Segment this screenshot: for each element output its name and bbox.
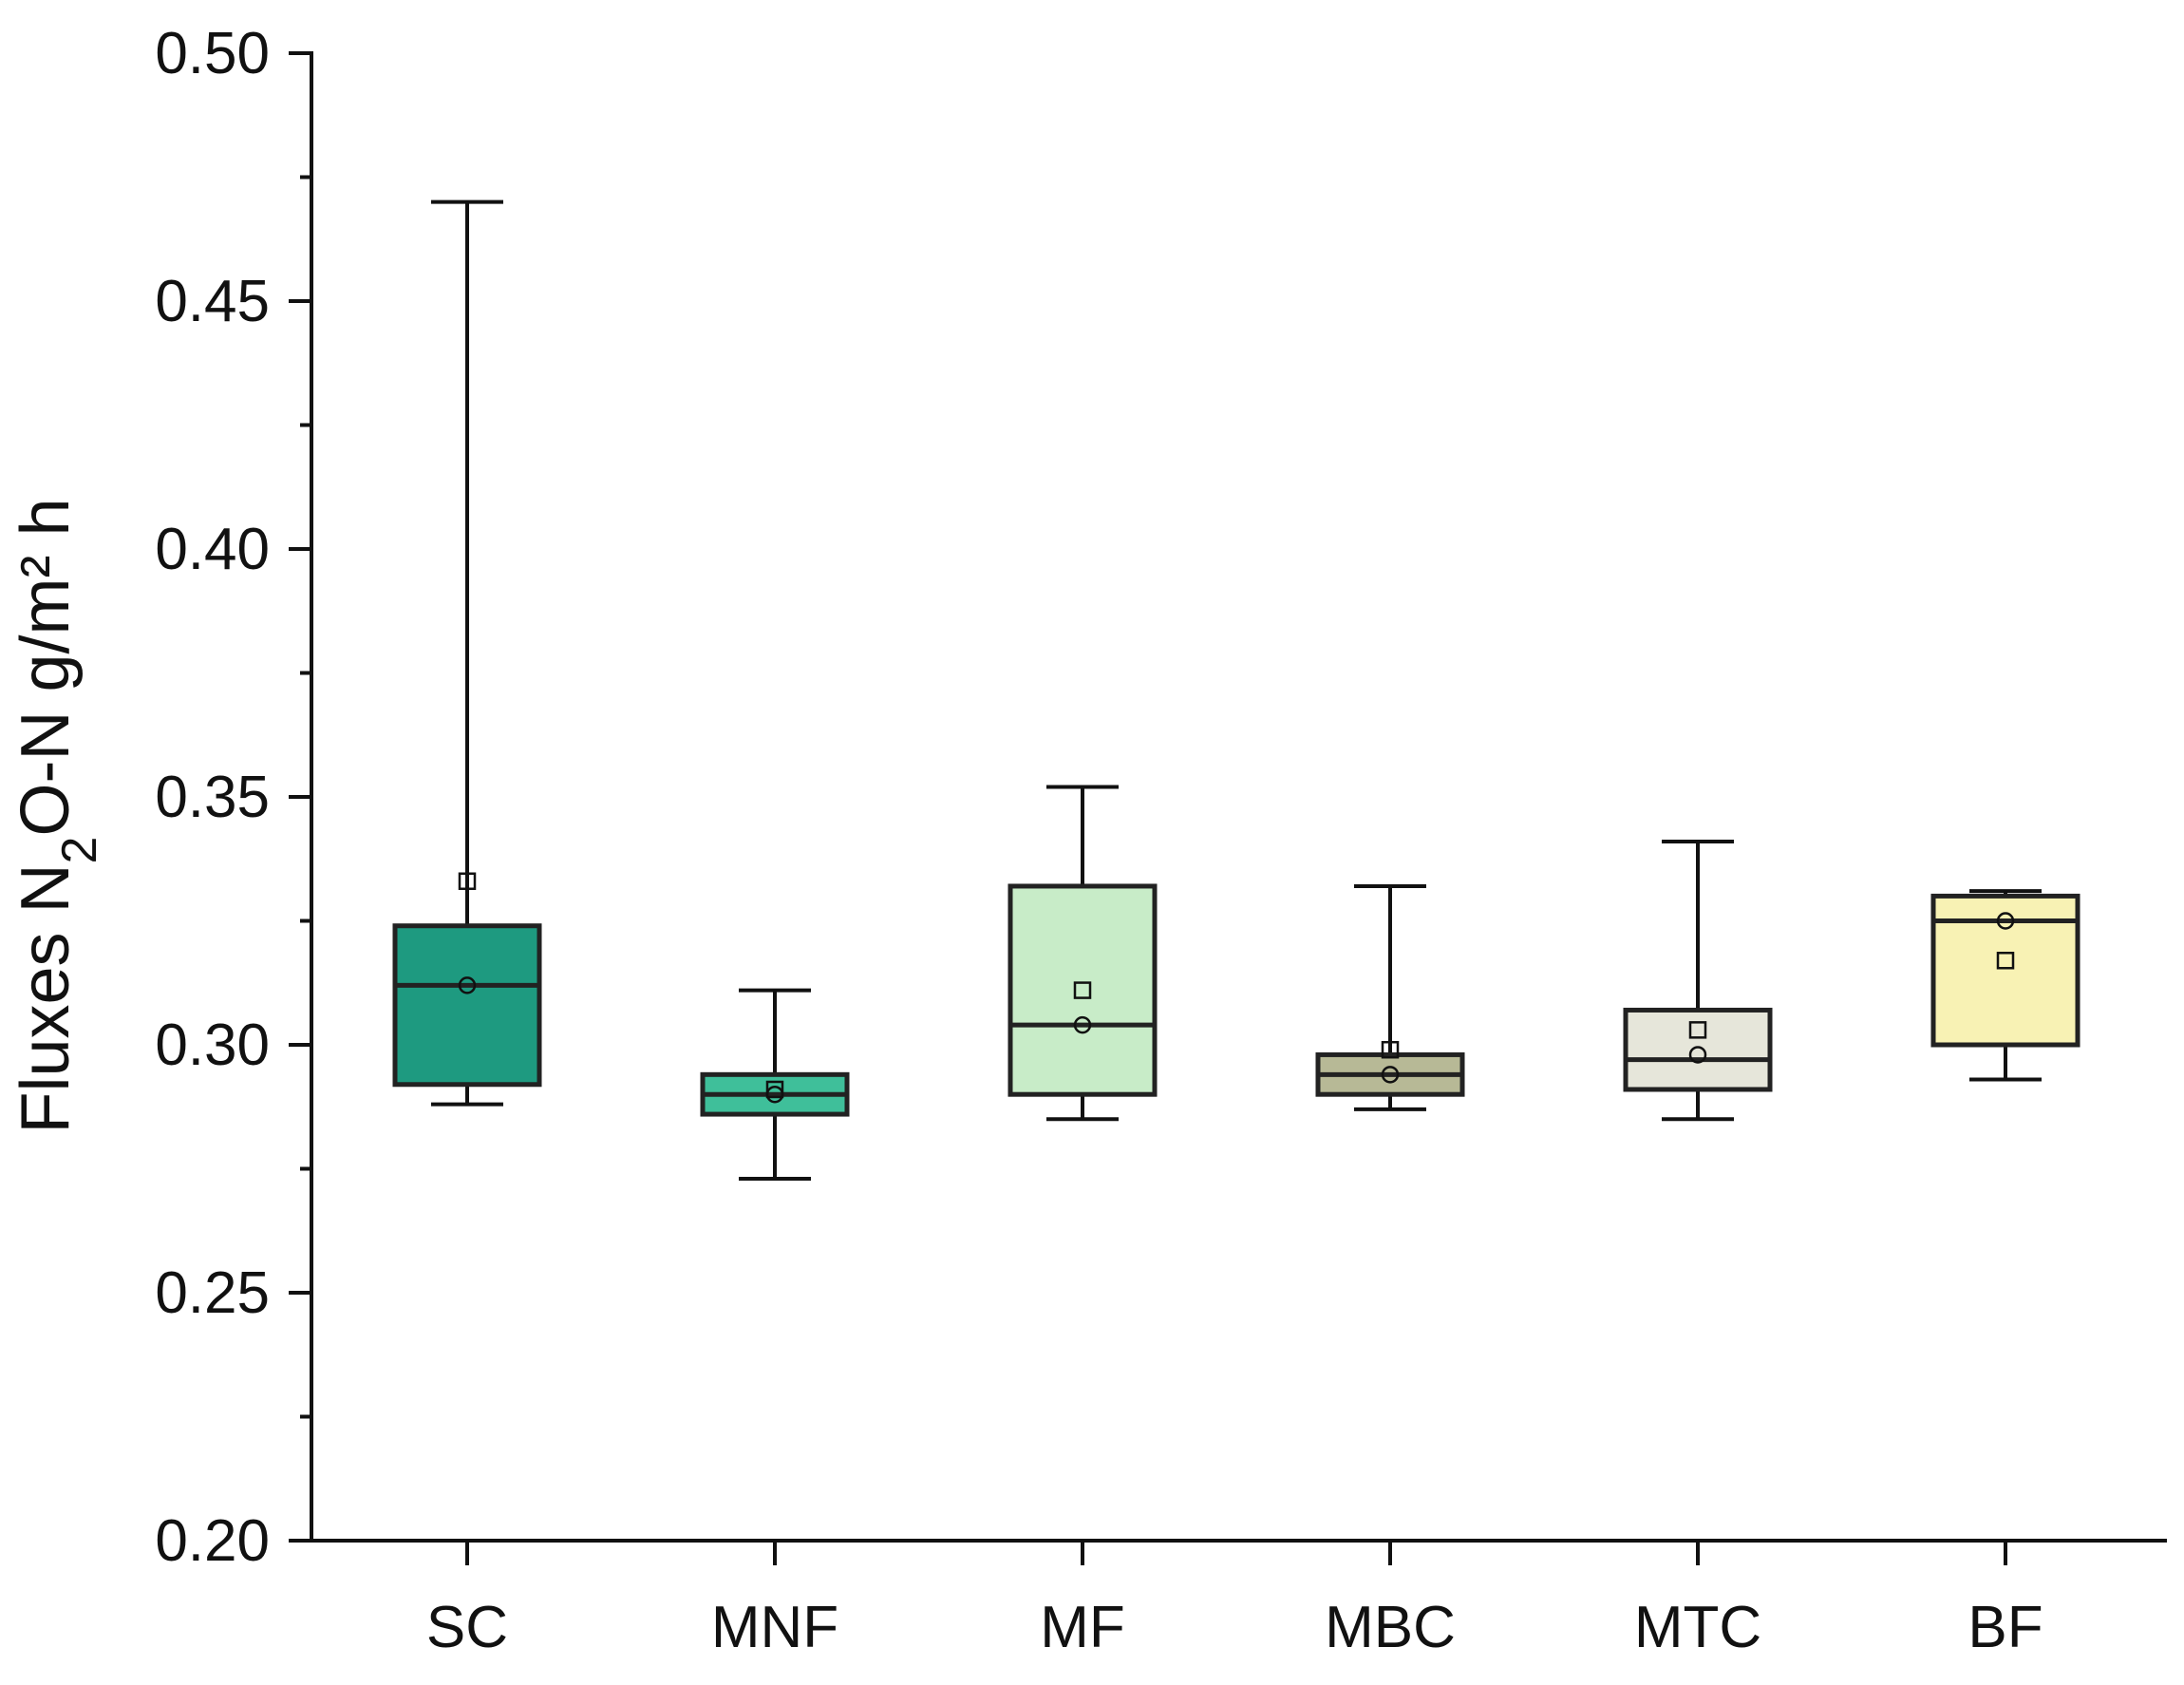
circle-marker — [458, 976, 477, 994]
square-marker — [1073, 981, 1092, 999]
circle-marker — [1073, 1015, 1092, 1034]
x-tick-label: MNF — [711, 1595, 838, 1660]
x-axis-ticks: SC MNF MF MBC MTC BF — [426, 1541, 2043, 1660]
circle-marker — [1381, 1066, 1400, 1084]
square-marker — [1381, 1040, 1400, 1059]
y-tick-label: 0.20 — [155, 1508, 270, 1574]
circle-marker — [765, 1085, 784, 1104]
box-plot-series — [392, 199, 2080, 1181]
y-tick-label: 0.30 — [155, 1013, 270, 1078]
y-axis-title-subscript: 2 — [52, 837, 107, 864]
square-marker — [1996, 952, 2015, 970]
x-tick-label: MBC — [1325, 1595, 1456, 1660]
box-group-mf — [1007, 785, 1158, 1122]
circle-marker — [1996, 912, 2015, 930]
box-iqr — [1007, 883, 1158, 1097]
y-tick-label: 0.25 — [155, 1260, 270, 1326]
box-iqr — [392, 923, 542, 1088]
y-tick-label: 0.35 — [155, 765, 270, 830]
box-iqr — [1930, 893, 2080, 1048]
y-tick-label: 0.40 — [155, 517, 270, 582]
box-group-mtc — [1623, 839, 1773, 1122]
x-tick-label: SC — [426, 1595, 508, 1660]
box-group-mnf — [700, 988, 850, 1181]
y-tick-label: 0.50 — [155, 21, 270, 86]
circle-marker — [1688, 1046, 1707, 1064]
y-axis-title: Fluxes N2O-N g/m² h — [8, 498, 107, 1133]
square-marker — [1688, 1021, 1707, 1039]
y-axis-title-prefix: Fluxes N — [8, 863, 84, 1133]
box-group-bf — [1930, 889, 2080, 1082]
x-tick-label: MF — [1040, 1595, 1125, 1660]
square-marker — [458, 872, 477, 890]
y-tick-label: 0.45 — [155, 269, 270, 334]
y-axis-title-suffix: O-N g/m² h — [8, 498, 84, 836]
box-group-mbc — [1315, 883, 1465, 1111]
box-group-sc — [392, 199, 542, 1107]
square-marker — [765, 1080, 784, 1099]
x-tick-label: MTC — [1634, 1595, 1761, 1660]
y-axis-ticks: 0.20 0.25 0.30 0.35 0.40 0.45 0.50 — [155, 21, 311, 1574]
x-tick-label: BF — [1967, 1595, 2043, 1660]
